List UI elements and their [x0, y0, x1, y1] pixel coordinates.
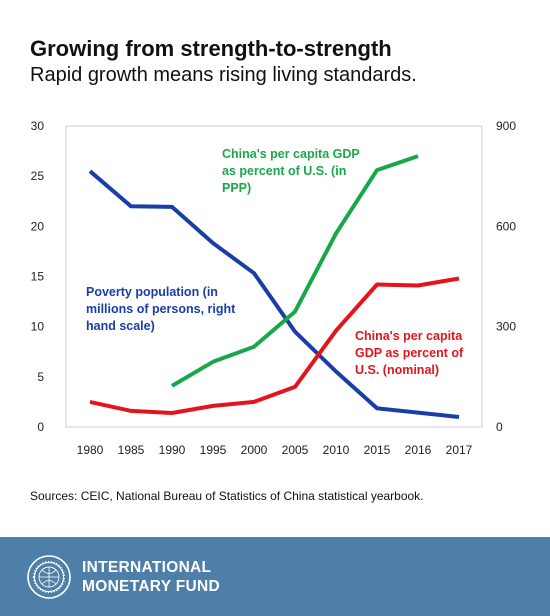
right-tick-label: 600 — [496, 219, 516, 233]
chart-subtitle: Rapid growth means rising living standar… — [30, 64, 417, 86]
x-tick-label: 1990 — [159, 443, 186, 457]
footer-bar: INTERNATIONAL MONETARY FUND — [0, 537, 550, 616]
series-label-line: U.S. (nominal) — [355, 363, 439, 377]
x-tick-label: 2010 — [323, 443, 350, 457]
left-tick-label: 10 — [31, 320, 45, 334]
series-label-line: as percent of U.S. (in — [222, 164, 346, 178]
left-axis: 0 5 10 15 20 25 30 — [31, 119, 45, 434]
right-axis: 0 300 600 900 — [496, 119, 516, 434]
left-tick-label: 5 — [37, 370, 44, 384]
left-tick-label: 0 — [37, 420, 44, 434]
series-label-line: hand scale) — [86, 319, 155, 333]
series-label-line: China's per capita GDP — [222, 147, 360, 161]
right-tick-label: 0 — [496, 420, 503, 434]
x-axis: 1980 1985 1990 1995 2000 2005 2010 2015 2016 2017 — [77, 443, 473, 457]
x-tick-label: 1995 — [200, 443, 227, 457]
series-label-line: Poverty population (in — [86, 285, 218, 299]
series-label-line: China's per capita — [355, 329, 463, 343]
chart-title: Growing from strength-to-strength — [30, 36, 392, 61]
series-label-ppp: China's per capita GDP as percent of U.S.… — [222, 147, 360, 195]
series-label-line: PPP) — [222, 181, 251, 195]
org-name-line-2: MONETARY FUND — [82, 578, 220, 595]
org-name-line-1: INTERNATIONAL — [82, 559, 212, 576]
series-line-ppp — [170, 154, 419, 388]
x-tick-label: 1980 — [77, 443, 104, 457]
series-labels: Poverty population (in millions of person… — [86, 147, 464, 377]
left-tick-label: 15 — [31, 270, 45, 284]
left-tick-label: 20 — [31, 219, 45, 233]
series-label-line: GDP as percent of — [355, 346, 464, 360]
right-tick-label: 300 — [496, 320, 516, 334]
left-tick-label: 25 — [31, 169, 45, 183]
x-tick-label: 1985 — [118, 443, 145, 457]
series-label-nominal: China's per capita GDP as percent of U.S. … — [355, 329, 464, 377]
imf-seal-icon — [27, 555, 71, 599]
x-tick-label: 2000 — [241, 443, 268, 457]
org-name: INTERNATIONAL MONETARY FUND — [82, 558, 220, 596]
series-label-poverty: Poverty population (in millions of person… — [86, 285, 236, 333]
series-lines — [88, 154, 460, 419]
x-tick-label: 2015 — [364, 443, 391, 457]
x-tick-label: 2017 — [446, 443, 473, 457]
x-tick-label: 2016 — [405, 443, 432, 457]
source-note: Sources: CEIC, National Bureau of Statis… — [30, 489, 424, 503]
plot-area-border — [65, 125, 483, 428]
right-tick-label: 900 — [496, 119, 516, 133]
left-tick-label: 30 — [31, 119, 45, 133]
series-label-line: millions of persons, right — [86, 302, 236, 316]
x-tick-label: 2005 — [282, 443, 309, 457]
series-line-poverty — [88, 169, 460, 419]
series-line-nominal — [89, 276, 460, 415]
